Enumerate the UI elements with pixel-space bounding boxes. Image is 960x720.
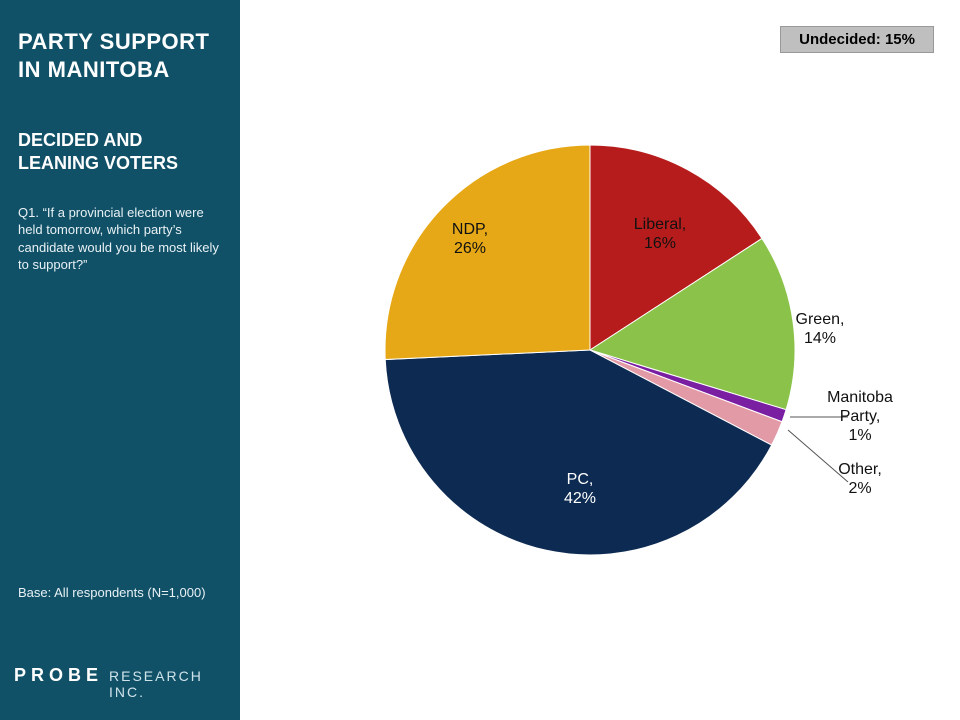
base-note: Base: All respondents (N=1,000) — [18, 585, 206, 600]
survey-question: Q1. “If a provincial election were held … — [18, 204, 222, 274]
logo-probe: PROBE — [14, 665, 103, 686]
main-area: Undecided: 15% Liberal,16%Green,14%Manit… — [240, 0, 960, 720]
pie-slice-ndp — [385, 145, 590, 360]
sidebar: PARTY SUPPORT IN MANITOBA DECIDED AND LE… — [0, 0, 240, 720]
leader-line — [788, 430, 848, 482]
title-line1: PARTY SUPPORT — [18, 29, 210, 54]
brand-logo: PROBE RESEARCH INC. — [14, 665, 240, 700]
logo-research: RESEARCH INC. — [109, 668, 240, 700]
subtitle-line1: DECIDED AND — [18, 130, 142, 150]
title-line2: IN MANITOBA — [18, 57, 170, 82]
pie-svg — [300, 90, 940, 650]
page-title: PARTY SUPPORT IN MANITOBA — [18, 28, 222, 83]
subtitle-line2: LEANING VOTERS — [18, 153, 178, 173]
pie-chart: Liberal,16%Green,14%ManitobaParty,1%Othe… — [300, 90, 940, 650]
page: PARTY SUPPORT IN MANITOBA DECIDED AND LE… — [0, 0, 960, 720]
page-subtitle: DECIDED AND LEANING VOTERS — [18, 129, 222, 176]
undecided-badge: Undecided: 15% — [780, 26, 934, 53]
